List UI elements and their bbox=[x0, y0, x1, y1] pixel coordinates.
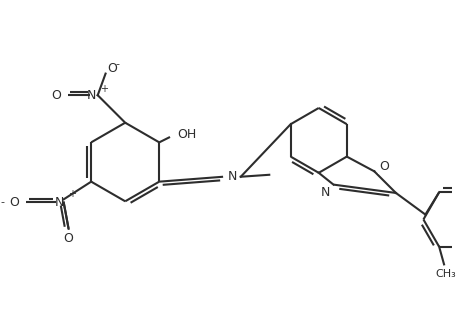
Text: O: O bbox=[51, 89, 61, 102]
Text: +: + bbox=[68, 189, 76, 200]
Text: N: N bbox=[321, 186, 330, 199]
Text: O: O bbox=[10, 196, 20, 209]
Text: OH: OH bbox=[177, 128, 196, 141]
Text: O: O bbox=[379, 160, 389, 173]
Text: CH₃: CH₃ bbox=[436, 269, 456, 279]
Text: N: N bbox=[55, 196, 64, 209]
Text: -: - bbox=[115, 59, 120, 69]
Text: O: O bbox=[108, 62, 117, 75]
Text: N: N bbox=[228, 170, 237, 183]
Text: -: - bbox=[1, 197, 5, 207]
Text: O: O bbox=[64, 232, 74, 245]
Text: N: N bbox=[87, 89, 96, 102]
Text: +: + bbox=[100, 84, 108, 94]
